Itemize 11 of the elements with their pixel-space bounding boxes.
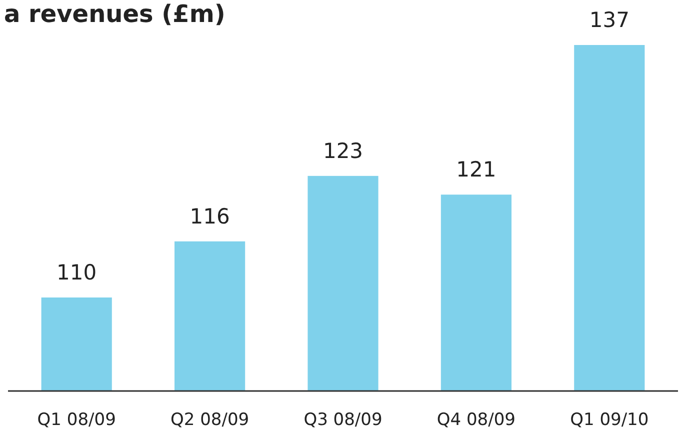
chart-title: a revenues (£m): [4, 0, 226, 28]
data-label: 123: [322, 138, 364, 163]
data-label: 116: [190, 204, 230, 228]
data-label: 137: [589, 8, 630, 32]
x-tick-label: Q1 09/10: [570, 410, 649, 430]
x-tick-label: Q3 08/09: [304, 410, 382, 430]
data-label: 110: [56, 260, 97, 284]
x-tick-label: Q1 08/09: [37, 410, 116, 430]
x-tick-label: Q2 08/09: [170, 410, 250, 430]
data-label: 121: [456, 158, 496, 182]
x-tick-label: Q4 08/09: [436, 410, 516, 430]
